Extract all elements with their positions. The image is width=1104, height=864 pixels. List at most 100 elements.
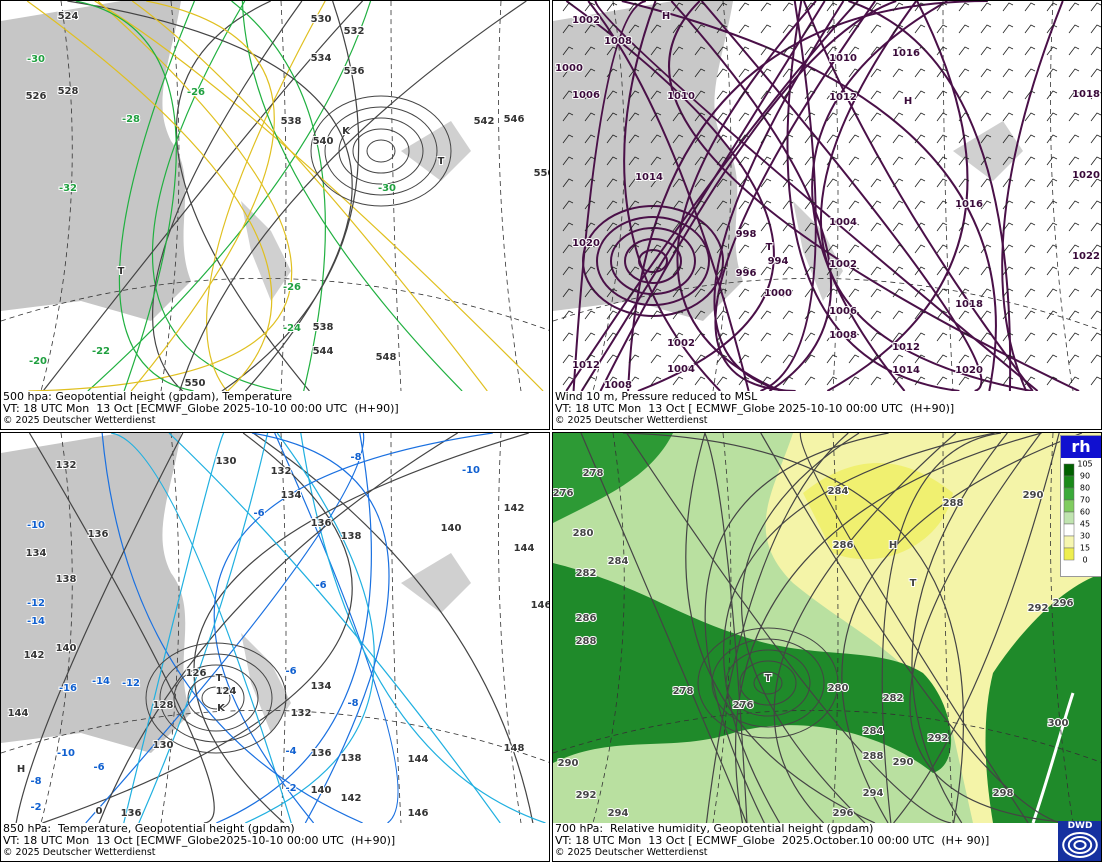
contour-line <box>572 1 647 391</box>
contour-label: T <box>765 673 772 684</box>
wind-barb <box>870 376 882 386</box>
contour-label: -30 <box>27 54 45 65</box>
wind-barb <box>870 310 882 320</box>
contour-line <box>216 433 372 823</box>
wind-barb <box>870 90 882 100</box>
wind-barb <box>958 156 970 166</box>
contour-label: 138 <box>56 574 77 585</box>
wind-barb <box>584 24 596 34</box>
wind-barb <box>958 200 970 210</box>
wind-barb <box>892 46 904 56</box>
contour-label: 136 <box>311 748 332 759</box>
contour-label: 286 <box>576 613 597 624</box>
legend-tick: 0 <box>1082 556 1087 565</box>
contour-line <box>324 106 438 196</box>
wind-barb <box>1068 46 1080 56</box>
caption-valid: VT: 18 UTC Mon 13 Oct [ECMWF_Globe 2025-… <box>3 402 399 415</box>
wind-barb <box>1002 68 1014 78</box>
logo-ring <box>1067 836 1093 854</box>
wind-barb <box>1090 112 1101 122</box>
wind-barb <box>716 354 728 364</box>
wind-barb <box>914 24 926 34</box>
wind-barb <box>804 332 816 342</box>
wind-barb <box>584 156 596 166</box>
wind-barb <box>606 332 618 342</box>
land <box>241 553 471 733</box>
contour-label: 1006 <box>829 306 857 317</box>
wind-barb <box>782 90 794 100</box>
wind-barb <box>958 178 970 188</box>
wind-barb <box>826 354 838 364</box>
contour-label: 1012 <box>829 92 857 103</box>
wind-barb <box>1068 24 1080 34</box>
contour-label: 292 <box>1028 603 1049 614</box>
wind-barb <box>1090 288 1101 298</box>
contour-line <box>826 1 969 391</box>
wind-barb <box>760 376 772 386</box>
wind-barb <box>1090 376 1101 386</box>
wind-barb <box>782 2 794 12</box>
contour-line <box>799 433 1029 823</box>
wind-barb <box>1002 200 1014 210</box>
contour-line <box>668 1 1080 391</box>
wind-barb <box>672 266 684 276</box>
map: 1002 1000 1006 1008 1010 1016 1010 1012 1018 1014… <box>553 1 1101 391</box>
wind-barb <box>848 310 860 320</box>
wind-barb <box>650 332 662 342</box>
wind-barb <box>804 112 816 122</box>
wind-barb <box>562 46 574 56</box>
wind-barb <box>848 354 860 364</box>
wind-barb <box>628 266 640 276</box>
wind-barb <box>870 156 882 166</box>
contour-line <box>580 433 748 823</box>
wind-barb <box>1024 332 1036 342</box>
contour-label: 1008 <box>829 330 857 341</box>
wind-barb <box>1046 24 1058 34</box>
wind-barb <box>782 266 794 276</box>
wind-barb <box>1046 244 1058 254</box>
wind-barb <box>826 134 838 144</box>
contour-label: 124 <box>216 686 237 697</box>
wind-barb <box>1002 134 1014 144</box>
wind-barb <box>716 178 728 188</box>
wind-barb <box>738 134 750 144</box>
wind-barb <box>826 222 838 232</box>
wind-barb <box>1046 2 1058 12</box>
wind-barb <box>716 222 728 232</box>
contour-label: 530 <box>311 14 332 25</box>
wind-barb <box>584 244 596 254</box>
graticule <box>40 1 73 391</box>
caption-title: 850 hPa: Temperature, Geopotential heigh… <box>3 822 295 835</box>
wind-barb <box>606 46 618 56</box>
wind-barb <box>738 90 750 100</box>
contour-label: -10 <box>462 465 480 476</box>
wind-barb <box>1090 310 1101 320</box>
wind-barb <box>1024 90 1036 100</box>
wind-barb <box>1068 332 1080 342</box>
contour-line <box>251 433 390 823</box>
wind-barb <box>562 2 574 12</box>
wind-barb <box>936 376 948 386</box>
land <box>241 121 471 301</box>
logo-ring <box>1062 832 1098 858</box>
wind-barb <box>694 244 706 254</box>
wind-barb <box>628 310 640 320</box>
wind-barb <box>1002 288 1014 298</box>
wind-barb <box>760 90 772 100</box>
contour-line <box>697 627 839 739</box>
contour-label: 140 <box>311 785 332 796</box>
contour-line <box>193 433 529 823</box>
wind-barb <box>738 2 750 12</box>
wind-barb <box>716 244 728 254</box>
wind-barb <box>716 200 728 210</box>
contour-label: 1004 <box>829 217 857 228</box>
contour-label: 134 <box>311 681 332 692</box>
wind-barb <box>562 134 574 144</box>
wind-barb <box>628 332 640 342</box>
contour-label: T <box>118 266 125 277</box>
wind-barb <box>914 376 926 386</box>
caption: 850 hPa: Temperature, Geopotential heigh… <box>3 823 549 859</box>
graticule <box>1050 1 1074 391</box>
wind-barb <box>958 112 970 122</box>
legend-swatch <box>1063 463 1075 477</box>
